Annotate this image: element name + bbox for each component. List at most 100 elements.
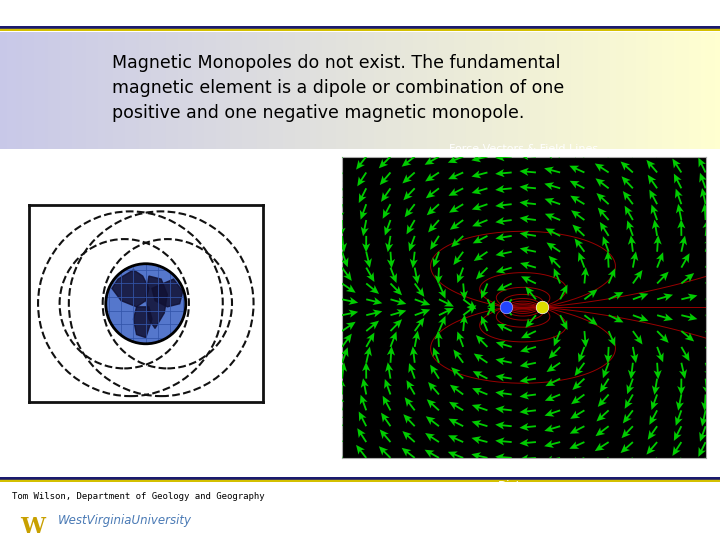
Bar bbox=[81, 32, 84, 148]
Bar bbox=[178, 32, 180, 148]
Bar bbox=[317, 32, 319, 148]
Bar bbox=[636, 32, 639, 148]
Bar bbox=[130, 32, 132, 148]
Bar bbox=[554, 32, 557, 148]
Bar bbox=[451, 32, 454, 148]
Bar bbox=[516, 32, 518, 148]
Bar bbox=[55, 32, 58, 148]
Bar bbox=[355, 32, 358, 148]
Bar bbox=[94, 32, 96, 148]
Polygon shape bbox=[145, 276, 167, 328]
Bar bbox=[518, 32, 521, 148]
Bar bbox=[101, 32, 103, 148]
Bar bbox=[408, 32, 410, 148]
Bar bbox=[545, 32, 547, 148]
Bar bbox=[360, 32, 362, 148]
Bar bbox=[209, 32, 211, 148]
Bar bbox=[655, 32, 657, 148]
Bar bbox=[418, 32, 420, 148]
Bar bbox=[487, 32, 490, 148]
Bar bbox=[686, 32, 689, 148]
Bar bbox=[506, 32, 509, 148]
X-axis label: Distance: Distance bbox=[498, 481, 549, 494]
Bar bbox=[348, 32, 351, 148]
Bar bbox=[454, 32, 456, 148]
Bar bbox=[423, 32, 425, 148]
Bar bbox=[269, 32, 271, 148]
Bar bbox=[574, 32, 576, 148]
Bar bbox=[197, 32, 199, 148]
Bar bbox=[703, 32, 706, 148]
Bar bbox=[679, 32, 682, 148]
Bar bbox=[7, 32, 9, 148]
Bar bbox=[199, 32, 202, 148]
Circle shape bbox=[106, 264, 186, 344]
Bar bbox=[238, 32, 240, 148]
Bar bbox=[682, 32, 684, 148]
Bar bbox=[113, 32, 115, 148]
Bar bbox=[338, 32, 341, 148]
Bar bbox=[194, 32, 197, 148]
Bar bbox=[430, 32, 432, 148]
Bar bbox=[341, 32, 343, 148]
Bar bbox=[394, 32, 396, 148]
Bar bbox=[324, 32, 326, 148]
Bar bbox=[53, 32, 55, 148]
Bar bbox=[235, 32, 238, 148]
Bar bbox=[377, 32, 379, 148]
Bar bbox=[319, 32, 322, 148]
Bar bbox=[108, 32, 110, 148]
Bar bbox=[665, 32, 667, 148]
Bar bbox=[65, 32, 67, 148]
Bar bbox=[382, 32, 384, 148]
Bar bbox=[72, 32, 74, 148]
Bar bbox=[437, 32, 439, 148]
Bar bbox=[708, 32, 711, 148]
Bar bbox=[718, 32, 720, 148]
Bar bbox=[677, 32, 679, 148]
Bar bbox=[74, 32, 77, 148]
Bar bbox=[552, 32, 554, 148]
Bar bbox=[617, 32, 619, 148]
Bar bbox=[38, 32, 41, 148]
Bar bbox=[499, 32, 502, 148]
Bar bbox=[315, 32, 317, 148]
Bar bbox=[374, 32, 377, 148]
Bar bbox=[396, 32, 398, 148]
Bar bbox=[290, 32, 293, 148]
Bar bbox=[99, 32, 101, 148]
Bar bbox=[312, 32, 315, 148]
Bar bbox=[650, 32, 653, 148]
Bar bbox=[245, 32, 247, 148]
Bar bbox=[648, 32, 650, 148]
Bar bbox=[706, 32, 708, 148]
Bar bbox=[189, 32, 192, 148]
Bar bbox=[562, 32, 564, 148]
Bar bbox=[662, 32, 665, 148]
Bar bbox=[24, 32, 27, 148]
Bar bbox=[218, 32, 221, 148]
Bar bbox=[521, 32, 523, 148]
Bar bbox=[259, 32, 261, 148]
Bar bbox=[701, 32, 703, 148]
Bar bbox=[288, 32, 290, 148]
Bar bbox=[427, 32, 430, 148]
Bar bbox=[305, 32, 307, 148]
Bar bbox=[480, 32, 482, 148]
Bar bbox=[295, 32, 297, 148]
Bar bbox=[331, 32, 333, 148]
Bar bbox=[233, 32, 235, 148]
Bar bbox=[250, 32, 252, 148]
Bar bbox=[646, 32, 648, 148]
Bar bbox=[31, 32, 34, 148]
Bar bbox=[369, 32, 372, 148]
Bar bbox=[266, 32, 269, 148]
Text: Magnetic Monopoles do not exist. The fundamental
magnetic element is a dipole or: Magnetic Monopoles do not exist. The fun… bbox=[112, 54, 564, 122]
Bar bbox=[223, 32, 225, 148]
Bar bbox=[34, 32, 36, 148]
Bar bbox=[549, 32, 552, 148]
Bar bbox=[410, 32, 413, 148]
Bar bbox=[600, 32, 603, 148]
Bar bbox=[439, 32, 441, 148]
Bar bbox=[115, 32, 117, 148]
